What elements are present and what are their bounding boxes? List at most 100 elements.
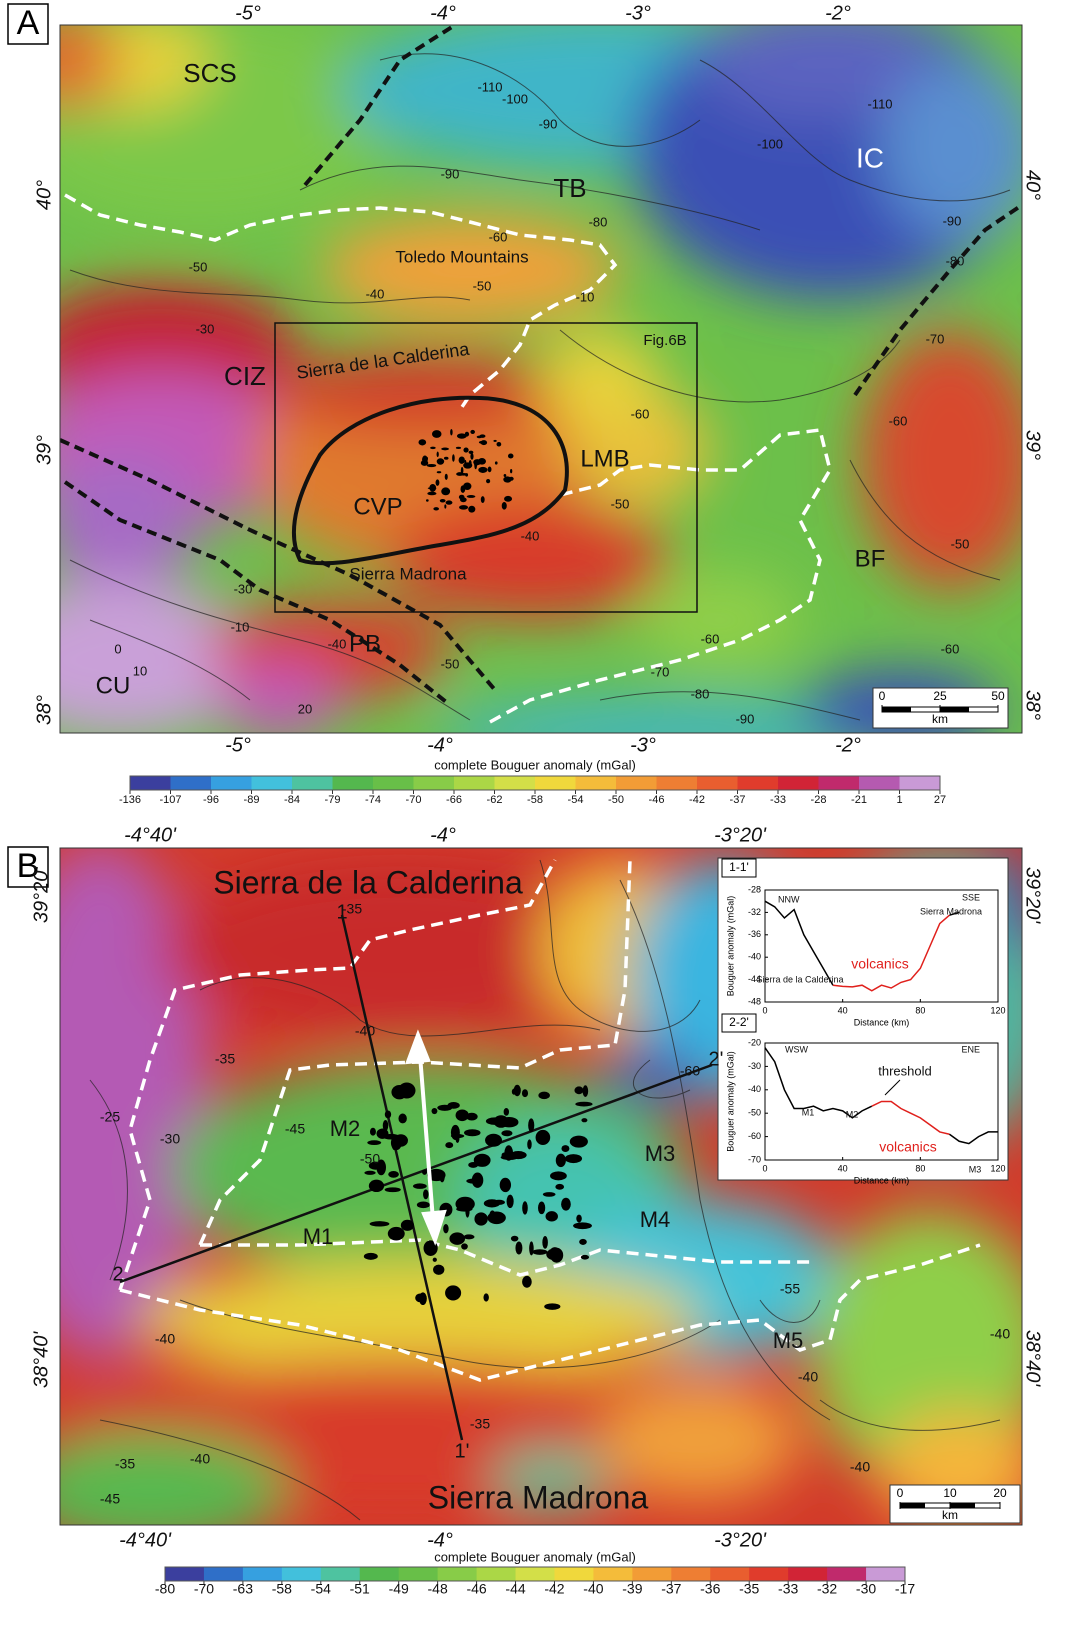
contour-label: -110 — [477, 79, 502, 94]
volcanic-outcrop — [418, 439, 426, 445]
volcanic-outcrop — [445, 474, 448, 480]
map-a — [0, 0, 1040, 760]
colorbar-swatch — [778, 776, 819, 790]
volcanic-outcrop — [413, 1183, 427, 1188]
contour-label: -90 — [943, 213, 962, 228]
volcanic-outcrop — [510, 469, 512, 473]
feature-label: CVP — [353, 493, 402, 520]
colorbar-swatch — [414, 776, 455, 790]
colorbar-swatch — [477, 1567, 516, 1581]
volcanic-outcrop — [463, 482, 471, 489]
volcanic-outcrop — [370, 1221, 390, 1226]
contour-label: -50 — [951, 536, 970, 551]
volcanic-outcrop — [527, 1139, 531, 1149]
profile-title: 1-1' — [729, 860, 749, 874]
volcanic-outcrop — [463, 1234, 474, 1239]
colorbar-label: -63 — [233, 1581, 253, 1597]
volcanic-outcrop — [446, 500, 453, 504]
contour-label: -60 — [941, 641, 960, 656]
colorbar-label: -17 — [895, 1581, 915, 1597]
volcanic-outcrop — [481, 496, 485, 503]
feature-label: Sierra de la Calderina — [213, 864, 523, 900]
colorbar-swatch — [171, 776, 212, 790]
contour-label: -90 — [441, 166, 460, 181]
contour-label: -35 — [215, 1051, 235, 1067]
graticule-label: -5° — [235, 2, 261, 24]
volcanic-outcrop — [522, 1201, 528, 1214]
contour-label: -35 — [115, 1456, 135, 1472]
volcanic-outcrop — [433, 1258, 437, 1262]
colorbar-label: -21 — [851, 794, 867, 806]
feature-label: Toledo Mountains — [395, 247, 528, 266]
y-tick-label: -40 — [748, 952, 761, 962]
y-tick-label: -32 — [748, 907, 761, 917]
contour-label: -60 — [631, 406, 650, 421]
contour-label: -25 — [100, 1109, 120, 1125]
contour-label: -60 — [680, 1063, 700, 1079]
colorbar-label: -74 — [365, 794, 381, 806]
colorbar-label: -136 — [119, 794, 141, 806]
contour-label: -35 — [470, 1416, 490, 1432]
colorbar-swatch — [535, 776, 576, 790]
colorbar-swatch — [321, 1567, 360, 1581]
profile-annotation: Sierra de la Calderina — [756, 974, 843, 984]
graticule-label: 39°20' — [30, 866, 52, 923]
volcanic-outcrop — [417, 1202, 430, 1209]
colorbar-label: -54 — [311, 1581, 331, 1597]
y-tick-label: -50 — [748, 1108, 761, 1118]
colorbar-label: -66 — [446, 794, 462, 806]
volcanic-outcrop — [427, 464, 437, 467]
profile-annotation: SSE — [962, 892, 980, 902]
feature-label: M5 — [773, 1328, 804, 1353]
volcanic-outcrop — [500, 1178, 511, 1192]
colorbar-label: -89 — [244, 794, 260, 806]
x-axis-label: Distance (km) — [854, 1017, 910, 1027]
contour-label: -40 — [355, 1023, 375, 1039]
graticule-label: -3°20' — [714, 824, 767, 846]
volcanic-outcrop — [449, 1232, 465, 1244]
contour-label: -40 — [798, 1369, 818, 1385]
colorbar-label: 27 — [934, 794, 946, 806]
contour-label: -10 — [231, 619, 250, 634]
feature-label: Sierra Madrona — [349, 564, 467, 583]
colorbar-label: -28 — [811, 794, 827, 806]
contour-label: 0 — [114, 641, 121, 656]
volcanic-outcrop — [437, 471, 442, 473]
volcanic-outcrop — [440, 499, 446, 502]
colorbar-swatch — [616, 776, 657, 790]
volcanic-outcrop — [385, 1187, 401, 1192]
volcanic-outcrop — [546, 1211, 558, 1221]
volcanic-outcrop — [437, 458, 444, 464]
contour-label: -50 — [441, 656, 460, 671]
colorbar-swatch — [292, 776, 333, 790]
volcanic-outcrop — [427, 492, 436, 496]
colorbar-swatch — [130, 776, 171, 790]
contour-label: -80 — [946, 253, 965, 268]
scale-label: 25 — [933, 689, 947, 703]
profile-annotation: ENE — [961, 1044, 980, 1054]
volcanic-outcrop — [478, 458, 486, 465]
volcanic-outcrop — [385, 1110, 391, 1118]
volcanic-outcrop — [484, 1199, 500, 1207]
y-tick-label: -30 — [748, 1061, 761, 1071]
colorbar-label: -54 — [568, 794, 584, 806]
contour-label: -90 — [736, 711, 755, 726]
graticule-label: -3°20' — [714, 1529, 767, 1551]
volcanic-outcrop — [457, 433, 467, 438]
contour-label: 20 — [298, 701, 312, 716]
volcanic-outcrop — [550, 1247, 560, 1257]
colorbar-label: -70 — [194, 1581, 214, 1597]
profile-annotation: NNW — [778, 894, 800, 904]
x-tick-label: 0 — [762, 1163, 767, 1173]
volcanic-outcrop — [487, 1211, 506, 1224]
feature-label: LMB — [580, 445, 629, 472]
feature-label: TB — [553, 173, 586, 203]
volcanic-outcrop — [441, 487, 450, 495]
volcanic-outcrop — [456, 447, 461, 449]
volcanic-outcrop — [508, 454, 514, 459]
graticule-label: -4° — [430, 2, 456, 24]
colorbar-label: -30 — [856, 1581, 876, 1597]
contour-label: -60 — [489, 229, 508, 244]
volcanic-outcrop — [367, 1140, 381, 1145]
y-tick-label: -70 — [748, 1154, 761, 1164]
